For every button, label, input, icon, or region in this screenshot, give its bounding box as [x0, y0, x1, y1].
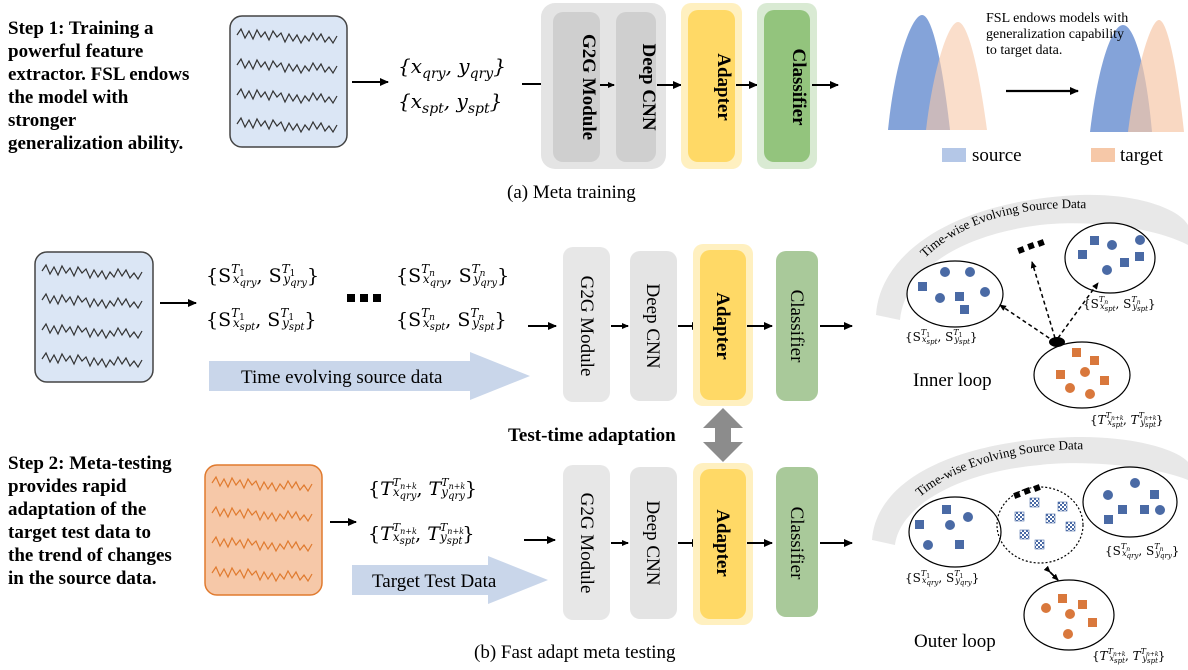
- classifier-label-b2: Classifier: [786, 507, 807, 580]
- svg-text:{ST1xspt, ST1yspt}: {ST1xspt, ST1yspt}: [206, 306, 317, 333]
- cluster-tn-outer: [1082, 466, 1178, 538]
- ellipsis-outer: [1013, 484, 1041, 499]
- dots-tnk-outer: [1041, 594, 1097, 639]
- outer-loop-label: Outer loop: [914, 631, 996, 652]
- inner-loop-label: Inner loop: [913, 370, 992, 391]
- g2g-label-b1: G2G Module: [576, 276, 597, 377]
- classifier-b2: [776, 467, 818, 617]
- svg-text:{xspt, yspt}: {xspt, yspt}: [398, 89, 502, 117]
- distribution-plot: [888, 15, 1184, 162]
- target-test-arrow: [352, 556, 548, 604]
- cnn-label-a: Deep CNN: [638, 43, 659, 130]
- dots-tn-outer: [1103, 478, 1165, 524]
- fsl-note: FSL endows models with generalization ca…: [986, 11, 1129, 58]
- adapter-label-b1: Adapter: [712, 292, 733, 360]
- test-time-adaptation-arrow: [703, 408, 743, 462]
- svg-text:{TTn+kxspt, TTn+kyspt}: {TTn+kxspt, TTn+kyspt}: [1090, 411, 1164, 429]
- svg-text:{ST1xqry, ST1yqry}: {ST1xqry, ST1yqry}: [905, 569, 979, 587]
- cluster-mixed-outer: [996, 486, 1084, 564]
- dots-tnk-inner: [1056, 348, 1109, 399]
- cluster-t1-outer: [908, 496, 1002, 568]
- math-set-source: {ST1xqry, ST1yqry} {ST1xspt, ST1yspt} {S…: [206, 262, 509, 333]
- dots-tn-inner: [1078, 235, 1145, 275]
- classifier-a: [764, 10, 810, 162]
- svg-text:{STnxqry, STnyqry}: {STnxqry, STnyqry}: [396, 262, 509, 289]
- g2g-label-a: G2G Module: [578, 34, 599, 140]
- signal-box-source: [34, 251, 154, 383]
- g2g-label-b2: G2G Module: [576, 493, 597, 594]
- cnn-label-b2: Deep CNN: [642, 501, 663, 586]
- svg-text:{ST1xqry, ST1yqry}: {ST1xqry, ST1yqry}: [206, 262, 319, 289]
- g2g-module-b2: [563, 465, 610, 620]
- target-test-label: Target Test Data: [372, 571, 497, 592]
- svg-text:{ST1xspt, ST1yspt}: {ST1xspt, ST1yspt}: [905, 328, 978, 346]
- step1-text: Step 1: Training a powerful feature extr…: [8, 18, 190, 154]
- arc-band-top: [876, 194, 1188, 320]
- dots-t1-outer: [915, 505, 973, 550]
- svg-text:{STnxspt, STnyspt}: {STnxspt, STnyspt}: [396, 306, 507, 333]
- deep-cnn-b2: [630, 467, 677, 619]
- legend-source: source: [972, 145, 1022, 166]
- deep-cnn-a: [616, 12, 656, 162]
- adapter-label-b2: Adapter: [712, 509, 733, 577]
- outer-labels: {ST1xqry, ST1yqry} {STnxqry, STnyqry} {T…: [905, 542, 1179, 665]
- cnn-label-b1: Deep CNN: [642, 284, 663, 369]
- svg-text:{TTn+kxspt, TTn+kyspt}: {TTn+kxspt, TTn+kyspt}: [1092, 647, 1166, 665]
- inner-labels: {ST1xspt, ST1yspt} {STnxspt, STnyspt} {T…: [905, 295, 1164, 429]
- ellipsis-squares: [347, 294, 381, 302]
- svg-text:{xqry, yqry}: {xqry, yqry}: [398, 54, 506, 82]
- math-set-a: {xqry, yqry} {xspt, yspt}: [398, 54, 506, 117]
- math-set-target: {TTn+kxqry, TTn+kyqry} {TTn+kxspt, TTn+k…: [368, 476, 477, 547]
- inner-loop-arrows: [999, 261, 1099, 343]
- g2g-module-b1: [563, 247, 610, 402]
- svg-text:{STnxspt, STnyspt}: {STnxspt, STnyspt}: [1083, 295, 1156, 313]
- adapter-b2: [700, 469, 746, 619]
- adapter-b1: [700, 250, 746, 400]
- classifier-label-a: Classifier: [788, 48, 809, 126]
- test-time-adaptation-label: Test-time adaptation: [508, 425, 676, 446]
- arc-band-bottom: [872, 436, 1188, 545]
- signal-box-target: [204, 464, 323, 596]
- svg-text:{TTn+kxspt, TTn+kyspt}: {TTn+kxspt, TTn+kyspt}: [368, 521, 474, 547]
- legend-target: target: [1120, 145, 1164, 166]
- deep-cnn-b1: [630, 251, 677, 401]
- g2g-module-a: [553, 12, 600, 162]
- time-evolving-label: Time evolving source data: [241, 367, 443, 388]
- caption-b: (b) Fast adapt meta testing: [474, 642, 676, 663]
- dots-mixed-outer: [1014, 497, 1076, 550]
- cluster-tn-inner: [1064, 222, 1156, 294]
- step2-text: Step 2: Meta-testing provides rapid adap…: [8, 453, 172, 589]
- adapter-label-a: Adapter: [713, 53, 734, 121]
- classifier-b1: [776, 251, 818, 401]
- dots-t1-inner: [918, 267, 990, 314]
- svg-text:{TTn+kxqry, TTn+kyqry}: {TTn+kxqry, TTn+kyqry}: [368, 476, 477, 502]
- caption-a: (a) Meta training: [507, 182, 636, 203]
- classifier-label-b1: Classifier: [786, 290, 807, 363]
- time-evolving-arrow: [209, 352, 530, 400]
- signal-box-top: [229, 15, 348, 148]
- svg-text:{STnxqry, STnyqry}: {STnxqry, STnyqry}: [1105, 542, 1179, 560]
- adapter-a: [688, 10, 735, 162]
- ellipsis-inner: [1017, 239, 1045, 254]
